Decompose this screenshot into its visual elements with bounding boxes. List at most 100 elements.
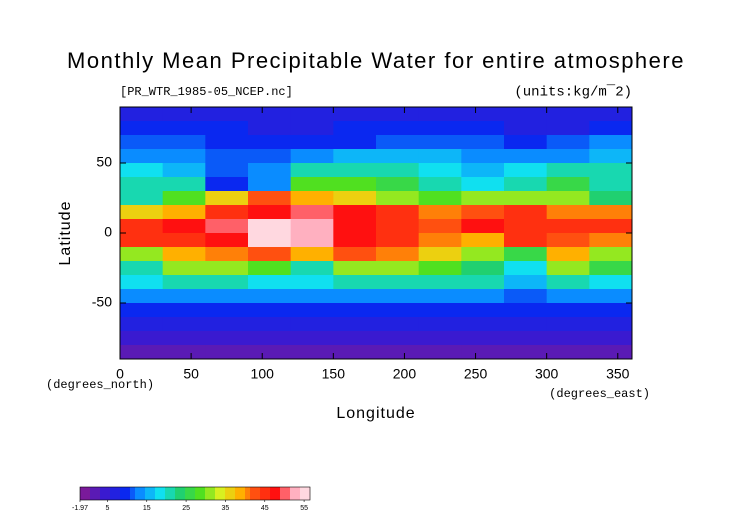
heat-cell	[504, 303, 548, 318]
heat-cell	[589, 317, 633, 332]
heat-cell	[290, 261, 334, 276]
heat-cell	[504, 331, 548, 346]
heat-cell	[504, 107, 548, 122]
heat-cell	[546, 331, 590, 346]
colorbar-step	[180, 487, 186, 500]
heat-cell	[333, 303, 377, 318]
heat-cell	[504, 191, 548, 206]
heat-cell	[290, 135, 334, 150]
colorbar-step	[145, 487, 151, 500]
heat-cell	[418, 177, 462, 192]
heat-cell	[376, 107, 420, 122]
heat-cell	[461, 191, 505, 206]
heat-cell	[162, 317, 206, 332]
heat-cell	[504, 345, 548, 360]
heat-cell	[504, 135, 548, 150]
heat-cell	[120, 107, 164, 122]
heat-cell	[418, 247, 462, 262]
colorbar-step	[170, 487, 176, 500]
heat-cell	[290, 275, 334, 290]
x-tick-label: 300	[535, 366, 559, 382]
colorbar-step	[295, 487, 301, 500]
colorbar-step	[280, 487, 286, 500]
x-tick-label: 250	[464, 366, 488, 382]
heat-cell	[290, 331, 334, 346]
heat-cell	[461, 261, 505, 276]
heat-cell	[418, 149, 462, 164]
heat-cell	[248, 303, 292, 318]
heat-cell	[461, 163, 505, 178]
heat-cell	[461, 177, 505, 192]
colorbar-step	[100, 487, 106, 500]
heat-cell	[290, 303, 334, 318]
heat-cell	[205, 219, 249, 234]
x-tick-label: 200	[393, 366, 417, 382]
heat-cell	[589, 149, 633, 164]
colorbar-step	[290, 487, 296, 500]
colorbar-step	[245, 487, 251, 500]
heat-cell	[248, 317, 292, 332]
heat-cell	[333, 247, 377, 262]
heat-cell	[461, 275, 505, 290]
colorbar-label: 35	[222, 505, 230, 512]
colorbar-step	[125, 487, 131, 500]
y-units: (degrees_north)	[46, 378, 154, 392]
heat-cell	[589, 261, 633, 276]
heat-cell	[120, 191, 164, 206]
heat-cell	[418, 107, 462, 122]
heat-cell	[333, 219, 377, 234]
colorbar-step	[110, 487, 116, 500]
colorbar-label: 55	[300, 505, 308, 512]
heat-cell	[504, 289, 548, 304]
heat-cell	[546, 121, 590, 136]
colorbar-step	[260, 487, 266, 500]
heat-cell	[546, 135, 590, 150]
x-tick-label: 0	[116, 366, 124, 382]
heat-cell	[376, 233, 420, 248]
heat-cell	[162, 219, 206, 234]
heat-cell	[376, 275, 420, 290]
heat-cell	[418, 219, 462, 234]
colorbar-label: -1.97	[72, 505, 88, 512]
colorbar-step	[250, 487, 256, 500]
heat-cell	[120, 275, 164, 290]
x-tick-label: 150	[322, 366, 346, 382]
x-units: (degrees_east)	[549, 387, 650, 401]
heat-cell	[418, 275, 462, 290]
x-axis-label: Longitude	[336, 405, 415, 422]
heat-cell	[504, 247, 548, 262]
colorbar-step	[255, 487, 261, 500]
heat-cell	[290, 191, 334, 206]
colorbar-step	[215, 487, 221, 500]
heat-cell	[461, 233, 505, 248]
heat-cell	[589, 275, 633, 290]
colorbar-step	[185, 487, 191, 500]
heat-cell	[290, 317, 334, 332]
heat-cell	[376, 331, 420, 346]
heat-cell	[290, 205, 334, 220]
colorbar-step	[115, 487, 121, 500]
heat-cell	[120, 247, 164, 262]
heat-cell	[418, 331, 462, 346]
heat-cell	[333, 233, 377, 248]
heat-cell	[248, 219, 292, 234]
heat-cell	[461, 107, 505, 122]
heat-cell	[546, 261, 590, 276]
heat-cell	[333, 275, 377, 290]
heat-cell	[162, 149, 206, 164]
colorbar-label: 45	[261, 505, 269, 512]
heat-cell	[589, 163, 633, 178]
colorbar-step	[135, 487, 141, 500]
heat-cell	[589, 247, 633, 262]
heat-cell	[504, 121, 548, 136]
heat-cell	[418, 135, 462, 150]
heat-cell	[461, 219, 505, 234]
heat-cell	[504, 177, 548, 192]
heat-cell	[205, 135, 249, 150]
heat-cell	[248, 331, 292, 346]
heat-cell	[333, 121, 377, 136]
heat-cell	[546, 275, 590, 290]
colorbar-step	[235, 487, 241, 500]
heat-cell	[248, 247, 292, 262]
